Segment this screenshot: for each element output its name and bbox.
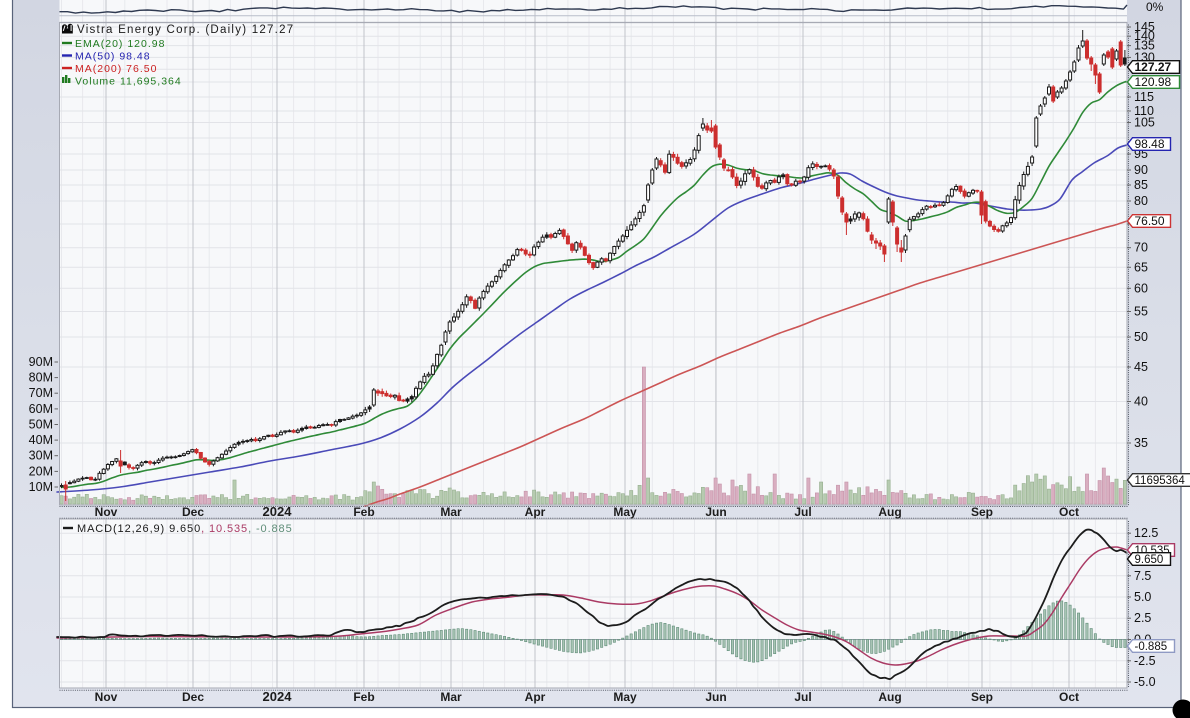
svg-text:80: 80 [1134, 194, 1148, 208]
svg-text:Jun: Jun [705, 505, 726, 519]
svg-text:Feb: Feb [353, 690, 374, 704]
svg-text:EMA(20) 120.98: EMA(20) 120.98 [75, 38, 165, 50]
svg-text:Sep: Sep [971, 505, 993, 519]
svg-text:105: 105 [1134, 116, 1155, 130]
svg-text:MA(200) 76.50: MA(200) 76.50 [75, 63, 157, 75]
svg-text:Mar: Mar [440, 690, 462, 704]
svg-text:MA(50) 98.48: MA(50) 98.48 [75, 51, 151, 63]
svg-text:85: 85 [1134, 178, 1148, 192]
svg-text:9.650: 9.650 [1135, 554, 1164, 566]
svg-text:7.5: 7.5 [1134, 569, 1151, 583]
svg-text:0%: 0% [1146, 0, 1164, 14]
svg-text:May: May [613, 505, 637, 519]
svg-text:Jul: Jul [794, 690, 811, 704]
svg-text:Nov: Nov [95, 505, 118, 519]
svg-text:Aug: Aug [878, 690, 901, 704]
svg-text:Mar: Mar [440, 505, 462, 519]
svg-text:MACD(12,26,9) 9.650, 10.535, -: MACD(12,26,9) 9.650, 10.535, -0.885 [77, 523, 293, 535]
svg-text:Dec: Dec [182, 690, 204, 704]
svg-text:Apr: Apr [525, 690, 546, 704]
svg-text:2024: 2024 [263, 689, 293, 704]
svg-text:-0.885: -0.885 [1135, 641, 1168, 653]
svg-text:90M: 90M [29, 355, 53, 369]
svg-text:40: 40 [1134, 395, 1148, 409]
svg-text:50: 50 [1134, 330, 1148, 344]
svg-text:May: May [613, 690, 637, 704]
svg-text:Aug: Aug [878, 505, 901, 519]
svg-text:90: 90 [1134, 163, 1148, 177]
svg-text:Vistra Energy Corp. (Daily) 12: Vistra Energy Corp. (Daily) 127.27 [77, 24, 294, 36]
svg-text:-5.0: -5.0 [1134, 675, 1156, 689]
svg-text:Sep: Sep [971, 690, 993, 704]
svg-text:Dec: Dec [182, 505, 204, 519]
svg-text:Nov: Nov [95, 690, 118, 704]
svg-text:Feb: Feb [353, 505, 374, 519]
svg-text:115: 115 [1134, 90, 1154, 104]
svg-text:70: 70 [1134, 241, 1148, 255]
svg-text:120.98: 120.98 [1135, 75, 1172, 89]
svg-text:55: 55 [1134, 305, 1148, 319]
svg-text:140: 140 [1134, 29, 1155, 43]
svg-text:145: 145 [1134, 20, 1155, 34]
svg-text:98.48: 98.48 [1135, 137, 1165, 151]
svg-text:Volume 11,695,364: Volume 11,695,364 [75, 76, 182, 88]
svg-text:20M: 20M [29, 464, 53, 478]
svg-text:110: 110 [1134, 104, 1154, 118]
svg-text:35: 35 [1134, 436, 1148, 450]
svg-text:60: 60 [1134, 281, 1148, 295]
svg-text:60M: 60M [29, 402, 53, 416]
svg-text:2024: 2024 [263, 504, 293, 519]
svg-text:10M: 10M [29, 480, 53, 494]
svg-text:2.5: 2.5 [1134, 611, 1151, 625]
svg-text:80M: 80M [29, 371, 53, 385]
svg-text:50M: 50M [29, 418, 53, 432]
svg-text:5.0: 5.0 [1134, 590, 1151, 604]
svg-text:Jun: Jun [705, 690, 726, 704]
svg-text:76.50: 76.50 [1135, 214, 1165, 228]
svg-text:65: 65 [1134, 260, 1148, 274]
svg-text:-2.5: -2.5 [1134, 654, 1156, 668]
svg-text:Apr: Apr [525, 505, 546, 519]
svg-text:12.5: 12.5 [1134, 526, 1158, 540]
svg-text:Jul: Jul [794, 505, 811, 519]
svg-text:40M: 40M [29, 433, 53, 447]
svg-text:11695364: 11695364 [1135, 475, 1186, 487]
svg-text:70M: 70M [29, 386, 53, 400]
svg-text:135: 135 [1134, 39, 1155, 53]
svg-text:127.27: 127.27 [1135, 60, 1172, 74]
svg-text:Oct: Oct [1059, 505, 1079, 519]
svg-text:Oct: Oct [1059, 690, 1079, 704]
svg-text:45: 45 [1134, 360, 1148, 374]
svg-text:30M: 30M [29, 449, 53, 463]
